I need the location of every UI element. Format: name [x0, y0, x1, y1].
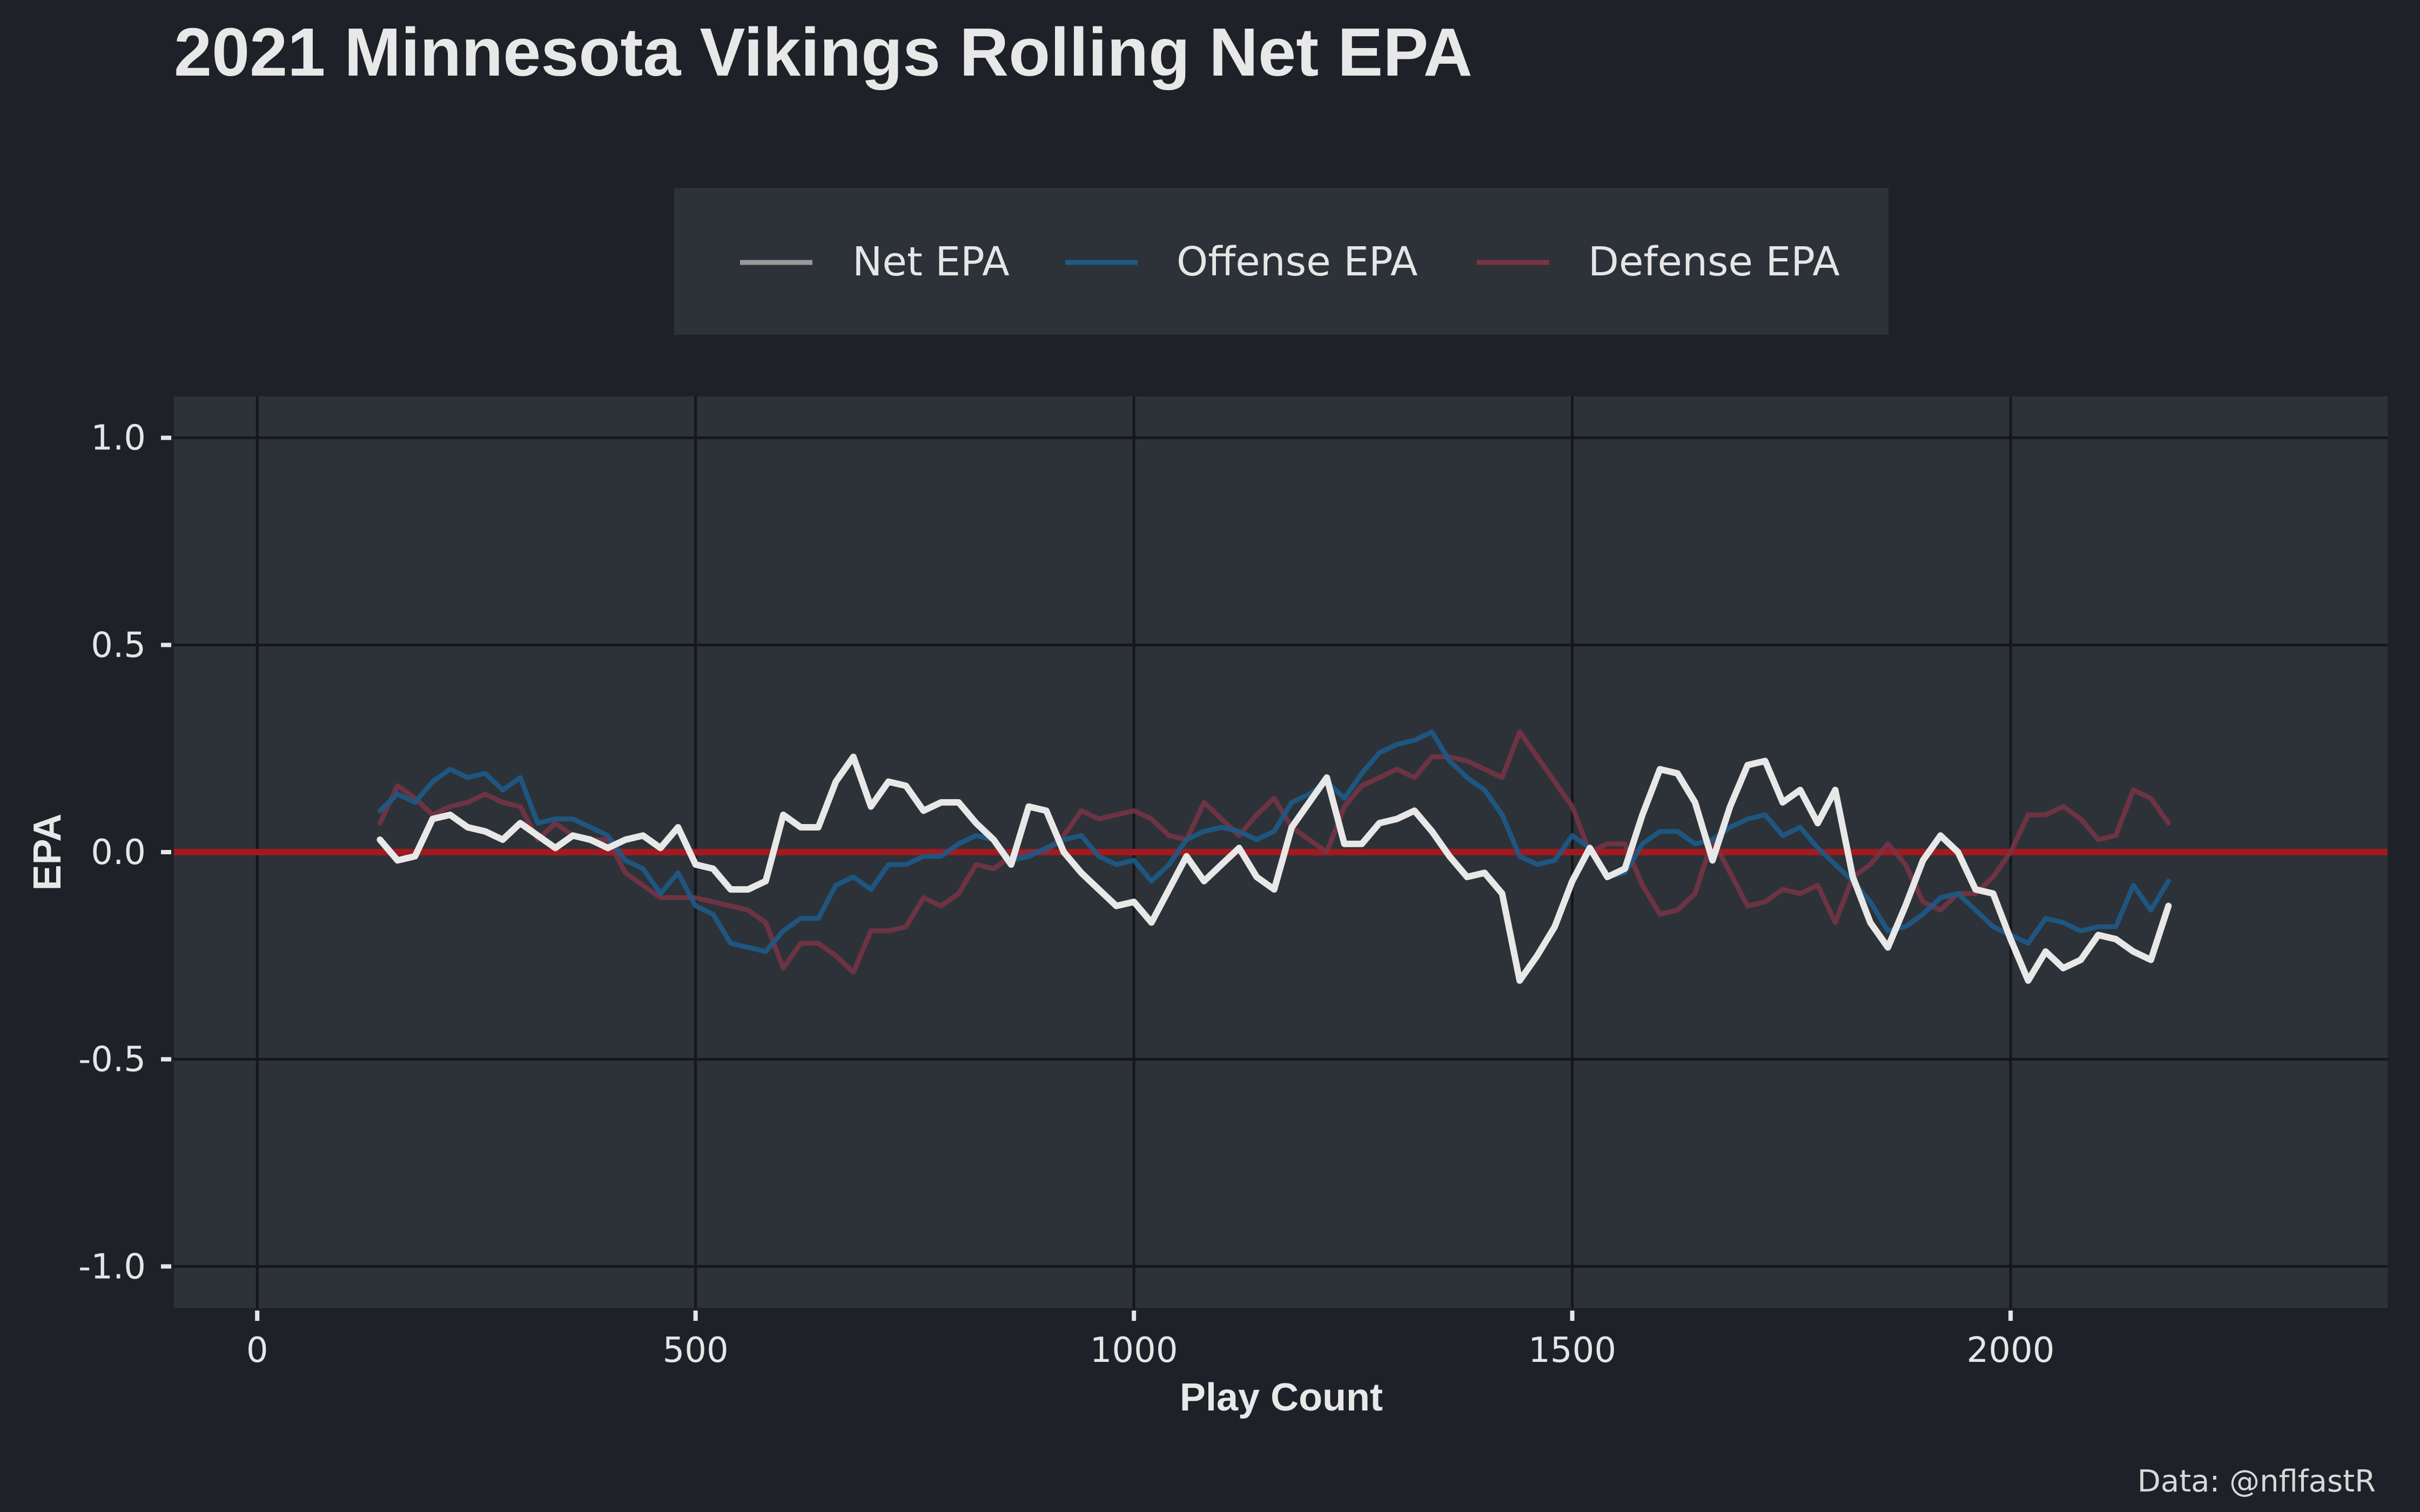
series-line-defense-epa: [377, 730, 2171, 975]
legend-label-net: Net EPA: [852, 239, 1010, 285]
legend: Net EPA Offense EPA Defense EPA: [674, 188, 1888, 335]
x-axis: 0 500 1000 1500 2000: [246, 1311, 2055, 1371]
legend-item-net: Net EPA: [740, 239, 1010, 285]
y-tick-label: 0.0: [91, 833, 146, 873]
x-tick-label: 0: [246, 1331, 268, 1371]
y-axis-title: EPA: [26, 814, 69, 891]
legend-label-offense: Offense EPA: [1177, 239, 1418, 285]
y-axis: 1.0 0.5 0.0 -0.5 -1.0: [78, 418, 171, 1287]
chart-title: 2021 Minnesota Vikings Rolling Net EPA: [174, 14, 1473, 90]
series-line-offense-epa: [377, 730, 2171, 954]
series-layer: [377, 730, 2172, 984]
legend-item-defense: Defense EPA: [1477, 239, 1840, 285]
y-tick-label: 0.5: [91, 625, 146, 665]
legend-label-defense: Defense EPA: [1588, 239, 1840, 285]
x-tick-label: 1500: [1528, 1331, 1616, 1371]
x-axis-title: Play Count: [1180, 1376, 1383, 1419]
x-tick-label: 1000: [1090, 1331, 1178, 1371]
y-tick-label: 1.0: [91, 418, 146, 458]
legend-box: [674, 188, 1888, 335]
legend-item-offense: Offense EPA: [1065, 239, 1418, 285]
series-line-net-epa: [377, 753, 2172, 984]
y-tick-label: -1.0: [78, 1247, 146, 1287]
x-tick-label: 2000: [1967, 1331, 2055, 1371]
y-tick-label: -0.5: [78, 1040, 146, 1080]
caption: Data: @nflfastR: [2137, 1464, 2376, 1499]
x-tick-label: 500: [663, 1331, 729, 1371]
